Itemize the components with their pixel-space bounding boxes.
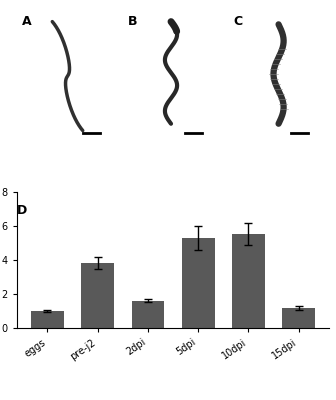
Bar [132,301,164,328]
Bar [31,311,64,328]
Bar [81,263,114,328]
Bar [232,234,265,328]
Text: D: D [17,204,27,217]
Text: A: A [22,15,32,28]
Text: C: C [233,15,242,28]
Bar [182,238,214,328]
Bar [282,308,315,328]
Text: B: B [127,15,137,28]
